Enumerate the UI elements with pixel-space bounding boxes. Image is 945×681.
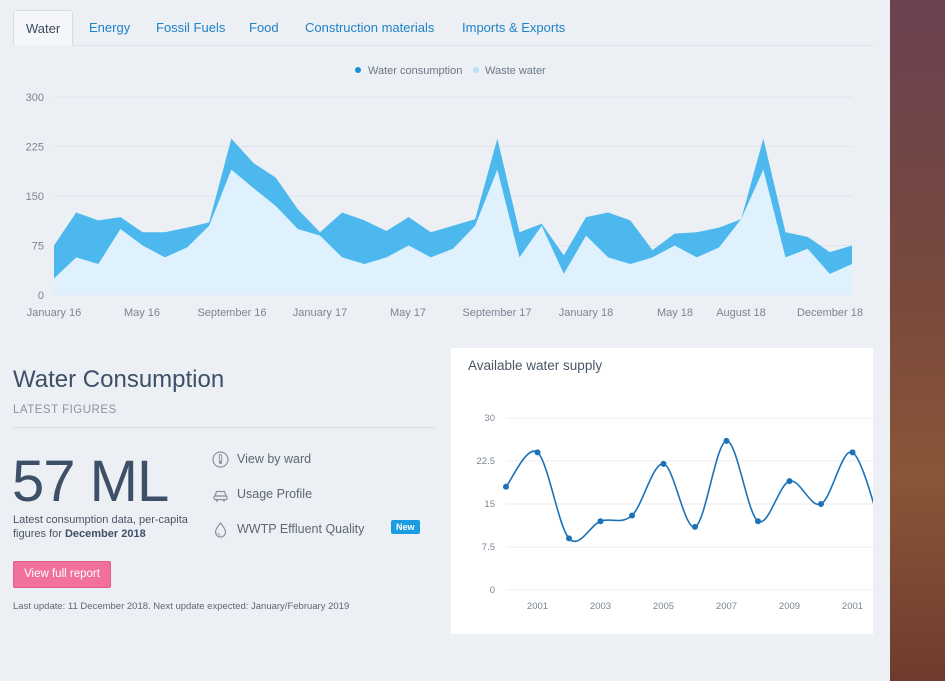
legend-water-consumption[interactable]: Water consumption	[368, 65, 462, 77]
data-point[interactable]	[660, 460, 667, 467]
y-tick-label: 0	[490, 585, 495, 596]
legend-swatch-waste-water	[473, 67, 479, 73]
x-tick-label: January 18	[559, 307, 613, 319]
y-tick-label: 7.5	[482, 542, 495, 553]
car-icon	[213, 490, 228, 502]
desktop-background	[890, 0, 945, 681]
consumption-subtitle: LATEST FIGURES	[13, 404, 117, 416]
tab-imports-exports[interactable]: Imports & Exports	[462, 20, 566, 35]
data-point[interactable]	[503, 483, 509, 490]
x-tick-label: 2009	[779, 601, 800, 612]
x-tick-label: September 17	[462, 307, 531, 319]
water-supply-line-chart: 0 7.5 15 22.5 30 2001 2003 2005 2007 2009 2001	[477, 413, 873, 612]
y-tick-label: 225	[26, 142, 44, 154]
tab-bar: Water Energy Fossil Fuels Food Construct…	[13, 10, 873, 46]
x-tick-label: 2001	[842, 601, 863, 612]
tab-water[interactable]: Water	[13, 10, 74, 46]
x-tick-label: 2005	[653, 601, 674, 612]
x-tick-label: December 18	[797, 307, 863, 319]
data-point[interactable]	[818, 501, 824, 507]
data-point[interactable]	[692, 523, 698, 530]
tab-fossil-fuels[interactable]: Fossil Fuels	[156, 20, 226, 35]
tab-construction-materials[interactable]: Construction materials	[305, 20, 435, 35]
x-tick-label: May 17	[390, 307, 426, 319]
y-tick-label: 22.5	[477, 456, 496, 467]
data-point[interactable]	[849, 449, 856, 456]
link-usage-profile[interactable]: Usage Profile	[212, 485, 432, 505]
water-drop-icon	[214, 522, 227, 538]
x-tick-label: 2001	[527, 601, 548, 612]
data-point[interactable]	[786, 478, 793, 485]
y-tick-label: 0	[38, 290, 44, 302]
consumption-value: 57 ML	[12, 449, 169, 514]
y-tick-label: 300	[26, 92, 44, 104]
x-tick-label: January 17	[293, 307, 347, 319]
divider	[13, 427, 435, 428]
area-series-waste-water[interactable]	[54, 169, 852, 295]
view-full-report-button[interactable]: View full report	[13, 561, 111, 588]
consumption-note-text: Latest consumption data, per-capita figu…	[13, 514, 188, 540]
data-point[interactable]	[629, 512, 635, 519]
new-badge: New	[391, 520, 420, 534]
thermometer-icon	[212, 451, 229, 468]
data-point[interactable]	[566, 535, 572, 542]
legend-waste-water[interactable]: Waste water	[485, 65, 546, 77]
supply-chart-title: Available water supply	[468, 358, 603, 373]
legend-swatch-water-consumption	[355, 67, 361, 73]
x-tick-label: 2007	[716, 601, 737, 612]
tab-energy[interactable]: Energy	[89, 20, 131, 35]
update-info: Last update: 11 December 2018. Next upda…	[13, 601, 350, 612]
data-point[interactable]	[597, 518, 604, 525]
link-view-by-ward[interactable]: View by ward	[212, 450, 432, 470]
data-point[interactable]	[755, 518, 761, 525]
y-tick-label: 75	[32, 241, 44, 253]
water-area-chart: 0 75 150 225 300 January 16 May 16 September 1…	[26, 65, 863, 319]
supply-series-line[interactable]	[505, 440, 873, 542]
consumption-title: Water Consumption	[13, 366, 225, 393]
x-tick-label: August 18	[716, 307, 766, 319]
x-tick-label: January 16	[27, 307, 81, 319]
water-supply-card: 0 7.5 15 22.5 30 2001 2003 2005 2007 2009 2001 Av…	[451, 348, 873, 634]
y-tick-label: 150	[26, 191, 44, 203]
y-tick-label: 30	[484, 413, 495, 424]
tab-food[interactable]: Food	[249, 20, 279, 35]
x-tick-label: May 18	[657, 307, 693, 319]
x-tick-label: September 16	[197, 307, 266, 319]
link-label: View by ward	[237, 452, 312, 466]
data-point[interactable]	[723, 437, 730, 444]
x-tick-label: May 16	[124, 307, 160, 319]
data-point[interactable]	[534, 449, 541, 456]
link-label: WWTP Effluent Quality	[237, 522, 365, 536]
y-tick-label: 15	[484, 499, 495, 510]
link-wwtp-effluent-quality[interactable]: WWTP Effluent Quality	[212, 520, 432, 540]
consumption-note: Latest consumption data, per-capita figu…	[13, 513, 188, 541]
link-label: Usage Profile	[237, 487, 313, 501]
x-tick-label: 2003	[590, 601, 611, 612]
consumption-note-period: December 2018	[64, 528, 146, 540]
dashboard-app: Water Energy Fossil Fuels Food Construct…	[12, 10, 873, 634]
